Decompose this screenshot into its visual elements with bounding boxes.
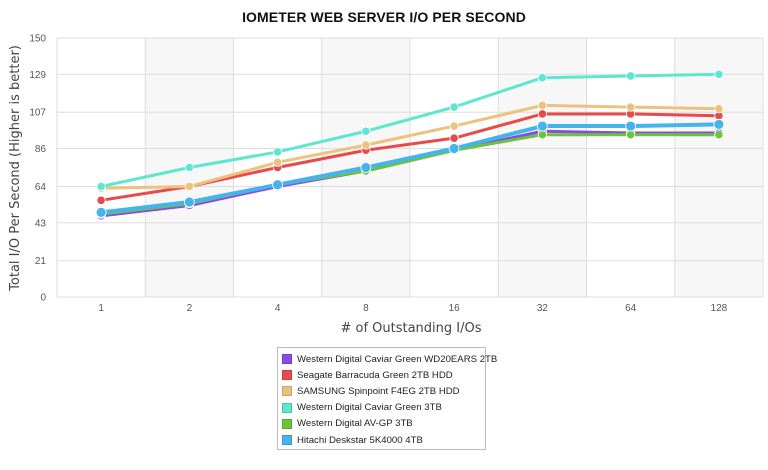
chart-title: IOMETER WEB SERVER I/O PER SECOND — [242, 9, 526, 25]
x-tick-label: 2 — [187, 303, 193, 314]
x-axis-label: # of Outstanding I/Os — [340, 321, 481, 336]
y-tick-labels: 0 21 43 64 86 107 129 150 — [29, 34, 46, 304]
x-tick-label: 16 — [449, 303, 461, 314]
y-tick-label: 21 — [35, 256, 47, 267]
legend-swatch — [282, 418, 292, 429]
x-tick-label: 4 — [275, 303, 281, 314]
y-tick-label: 107 — [29, 108, 46, 119]
data-point[interactable] — [626, 102, 636, 112]
legend-item[interactable]: SAMSUNG Spinpoint F4EG 2TB HDD — [282, 383, 481, 399]
data-point[interactable] — [449, 102, 459, 112]
data-point[interactable] — [184, 181, 194, 192]
legend-item[interactable]: Hitachi Deskstar 5K4000 4TB — [282, 432, 481, 448]
y-tick-label: 0 — [40, 293, 46, 304]
data-point[interactable] — [536, 120, 548, 132]
data-point[interactable] — [449, 121, 459, 131]
grid-lines — [56, 37, 764, 298]
data-point[interactable] — [626, 71, 636, 81]
data-point[interactable] — [273, 157, 283, 167]
data-point[interactable] — [714, 69, 724, 79]
legend-swatch — [282, 435, 292, 446]
y-axis-label: Total I/O Per Second (Higher is better) — [8, 45, 23, 292]
legend-label: Western Digital AV-GP 3TB — [297, 418, 413, 430]
data-point[interactable] — [272, 179, 284, 191]
legend-label: SAMSUNG Spinpoint F4EG 2TB HDD — [297, 385, 460, 397]
y-tick-label: 150 — [29, 34, 46, 45]
legend-swatch — [282, 354, 292, 365]
data-point[interactable] — [96, 195, 106, 205]
data-point[interactable] — [183, 196, 195, 208]
data-point[interactable] — [714, 104, 724, 114]
x-tick-label: 32 — [537, 303, 549, 314]
data-point[interactable] — [361, 140, 371, 150]
data-point[interactable] — [537, 73, 547, 83]
data-point[interactable] — [713, 118, 725, 130]
series-line — [100, 72, 719, 188]
series-lines — [95, 69, 725, 221]
legend-swatch — [282, 402, 292, 413]
y-tick-label: 86 — [35, 144, 47, 155]
data-point[interactable] — [714, 130, 724, 140]
y-tick-label: 64 — [35, 182, 47, 193]
y-tick-label: 129 — [29, 70, 46, 81]
y-tick-label: 43 — [35, 218, 47, 229]
legend-label: Hitachi Deskstar 5K4000 4TB — [297, 434, 423, 446]
data-point[interactable] — [184, 162, 194, 173]
data-point[interactable] — [96, 181, 106, 192]
legend-item[interactable]: Western Digital AV-GP 3TB — [282, 416, 481, 432]
legend-swatch — [282, 386, 292, 397]
data-point[interactable] — [95, 206, 107, 218]
legend-label: Western Digital Caviar Green 3TB — [297, 402, 442, 414]
series-line — [101, 103, 719, 190]
data-point[interactable] — [273, 147, 283, 157]
series-line — [100, 122, 719, 215]
legend-item[interactable]: Western Digital Caviar Green 3TB — [282, 400, 481, 416]
data-point[interactable] — [361, 126, 371, 136]
line-chart: 0 21 43 64 86 107 129 150 1 2 4 8 16 32 64 128 Total I… — [8, 34, 764, 336]
data-point[interactable] — [448, 143, 460, 154]
legend-label: Seagate Barracuda Green 2TB HDD — [297, 369, 453, 381]
legend-label: Western Digital Caviar Green WD20EARS 2T… — [297, 353, 498, 365]
data-point[interactable] — [449, 133, 459, 143]
series-3 — [96, 69, 724, 192]
x-tick-labels: 1 2 4 8 16 32 64 128 — [98, 303, 727, 314]
legend: Western Digital Caviar Green WD20EARS 2T… — [277, 347, 497, 450]
data-point[interactable] — [537, 100, 547, 110]
data-point[interactable] — [360, 162, 372, 173]
x-tick-label: 128 — [711, 303, 728, 314]
x-tick-label: 64 — [625, 303, 637, 314]
data-point[interactable] — [537, 109, 547, 119]
x-tick-label: 8 — [363, 303, 369, 314]
column-band — [674, 38, 763, 297]
x-tick-label: 1 — [98, 303, 104, 314]
legend-item[interactable]: Seagate Barracuda Green 2TB HDD — [282, 367, 481, 383]
legend-item[interactable]: Western Digital Caviar Green WD20EARS 2T… — [282, 351, 497, 367]
data-point[interactable] — [625, 120, 637, 132]
data-point[interactable] — [626, 130, 636, 140]
data-point[interactable] — [537, 130, 547, 140]
legend-swatch — [282, 370, 292, 381]
series-5 — [95, 118, 725, 218]
